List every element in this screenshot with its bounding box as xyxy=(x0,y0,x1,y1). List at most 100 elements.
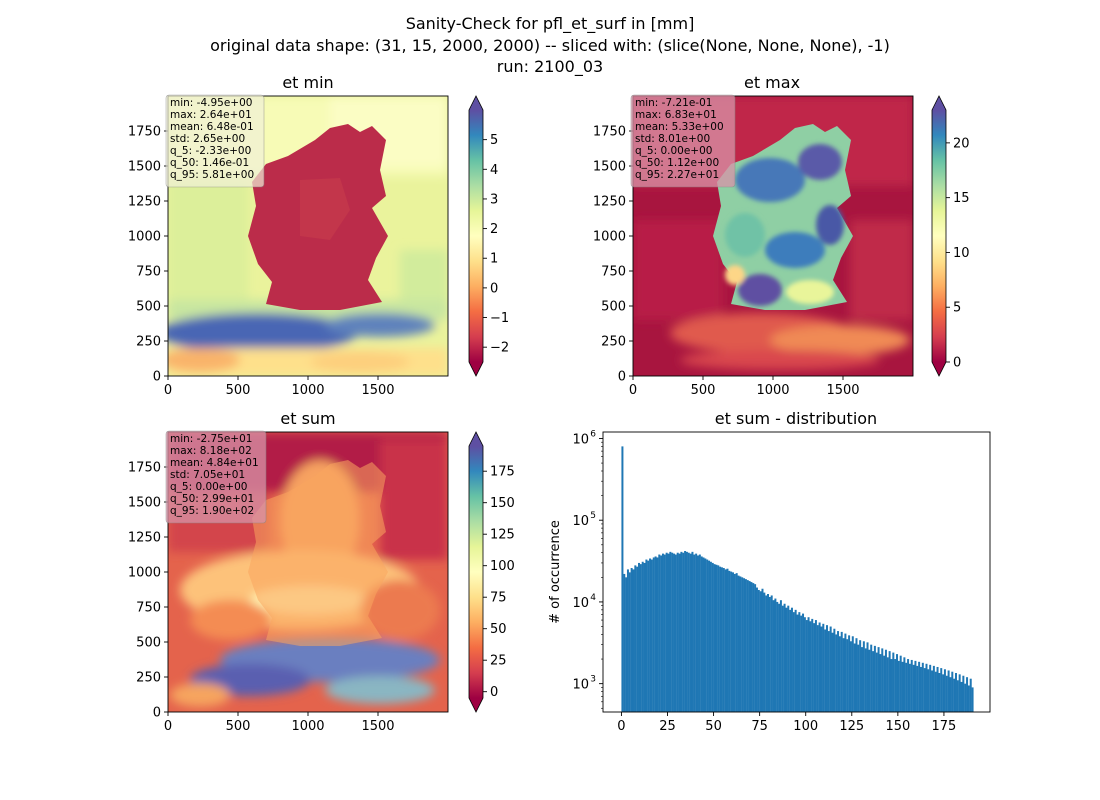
histogram-bar xyxy=(951,671,954,712)
histogram-bar xyxy=(899,655,902,712)
histogram-bar xyxy=(938,673,941,712)
histogram-bar xyxy=(676,552,679,712)
histogram-bar xyxy=(840,631,843,712)
histogram-bar xyxy=(761,588,764,712)
colorbar-extend-min xyxy=(932,362,946,376)
y-tick-label: 250 xyxy=(601,335,626,350)
stat-mean: mean: 4.84e+01 xyxy=(170,457,259,469)
histogram-bar xyxy=(827,631,830,712)
histogram-bar xyxy=(949,677,952,712)
histogram-bar xyxy=(934,671,937,712)
histogram-bar xyxy=(927,669,930,712)
histogram-bar xyxy=(785,607,788,712)
histogram-bar xyxy=(787,605,790,712)
colorbar-tick-label: 0 xyxy=(953,356,961,371)
histogram-bar xyxy=(650,559,653,712)
y-tick-exponent: 3 xyxy=(590,675,596,685)
histogram-bar xyxy=(802,613,805,712)
histogram-bar xyxy=(969,678,972,712)
stat-q50: q_50: 2.99e+01 xyxy=(170,493,254,505)
histogram-bar xyxy=(794,609,797,712)
histogram-bar xyxy=(803,617,806,712)
histogram-bar xyxy=(923,668,926,712)
colorbar-extend-max xyxy=(932,96,946,110)
histogram-bar xyxy=(750,582,753,712)
histogram-bar xyxy=(778,603,781,712)
y-tick-label: 500 xyxy=(601,300,626,315)
histogram-bar xyxy=(960,681,963,712)
histogram-bar xyxy=(967,685,970,712)
histogram-bar xyxy=(667,553,670,712)
germany-region xyxy=(248,460,388,646)
panel-et-sum: et sum 0 500 1000 1500 02505007501000125015… xyxy=(128,409,515,734)
histogram-bar xyxy=(925,663,928,712)
x-tick-label: 100 xyxy=(793,719,818,734)
histogram-bar xyxy=(639,564,642,712)
histogram-bar xyxy=(717,565,720,712)
x-axis: 0 500 1000 1500 xyxy=(629,376,860,398)
histogram-bar xyxy=(964,683,967,712)
histogram-bar xyxy=(888,651,891,712)
histogram-bar xyxy=(866,642,869,712)
histogram-bar xyxy=(630,568,633,712)
colorbar-tick-label: 5 xyxy=(490,133,498,148)
histogram-bar xyxy=(663,554,666,712)
x-axis: 0 500 1000 1500 xyxy=(164,376,395,398)
histogram-bar xyxy=(741,577,744,712)
histogram-bar xyxy=(822,623,825,712)
histogram-bar xyxy=(862,641,865,712)
histogram-bar xyxy=(768,596,771,712)
histogram-bar xyxy=(625,577,628,712)
colorbar-tick-label: 4 xyxy=(490,163,498,178)
histogram-bar xyxy=(884,649,887,712)
histogram-bar xyxy=(661,553,664,712)
histogram-bar xyxy=(894,659,897,712)
y-tick-label: 1500 xyxy=(128,496,161,511)
histogram-bar xyxy=(781,605,784,712)
histogram-bar xyxy=(849,641,852,712)
histogram-bar xyxy=(689,553,692,712)
histogram-bar xyxy=(789,609,792,712)
histogram-bar xyxy=(698,554,701,712)
stats-box: min: -4.95e+00 max: 2.64e+01 mean: 6.48e… xyxy=(165,94,265,188)
histogram-bar xyxy=(846,639,849,712)
colorbar-gradient xyxy=(469,446,483,698)
colorbar: −2 −1 0 1 2 3 4 5 xyxy=(468,95,509,377)
x-axis: 0 25 50 75 100 125 150 175 xyxy=(617,712,956,734)
histogram-bar xyxy=(962,675,965,712)
histogram-bar xyxy=(709,561,712,712)
colorbar-tick-label: 0 xyxy=(490,685,498,700)
stat-std: std: 7.05e+01 xyxy=(170,469,245,481)
colorbar-outline xyxy=(468,431,484,713)
x-tick-label: 0 xyxy=(617,719,625,734)
histogram-bar xyxy=(691,551,694,712)
histogram-bar xyxy=(855,638,858,712)
histogram-bar xyxy=(748,581,751,712)
histogram-bar xyxy=(872,651,875,712)
histogram-bar xyxy=(647,560,650,712)
histogram-bar xyxy=(851,636,854,712)
histogram-bar xyxy=(814,620,817,712)
colorbar-tick-label: 10 xyxy=(953,246,970,261)
x-tick-label: 500 xyxy=(691,383,716,398)
histogram-bar xyxy=(892,652,895,712)
histogram-bar xyxy=(652,557,655,712)
histogram-bar xyxy=(636,566,639,712)
y-tick-label: 1500 xyxy=(128,160,161,175)
histogram-bar xyxy=(765,595,768,712)
histogram-bar xyxy=(695,553,698,712)
x-tick-label: 0 xyxy=(164,383,172,398)
histogram-bar xyxy=(669,551,672,712)
histogram-bar xyxy=(704,558,707,712)
y-tick-label: 1500 xyxy=(593,160,626,175)
panel-et-sum-distribution: et sum - distribution 0 25 50 75 100 125 150 17… xyxy=(548,409,991,734)
histogram-bar xyxy=(720,567,723,712)
colorbar-tick-label: 75 xyxy=(490,591,507,606)
histogram-bar xyxy=(853,643,856,712)
x-tick-label: 1500 xyxy=(361,383,394,398)
histogram-bar xyxy=(632,569,635,712)
histogram-bar xyxy=(770,595,773,712)
heatmap-image xyxy=(633,96,913,376)
stat-q95: q_95: 1.90e+02 xyxy=(170,505,254,517)
histogram-bar xyxy=(912,664,915,712)
